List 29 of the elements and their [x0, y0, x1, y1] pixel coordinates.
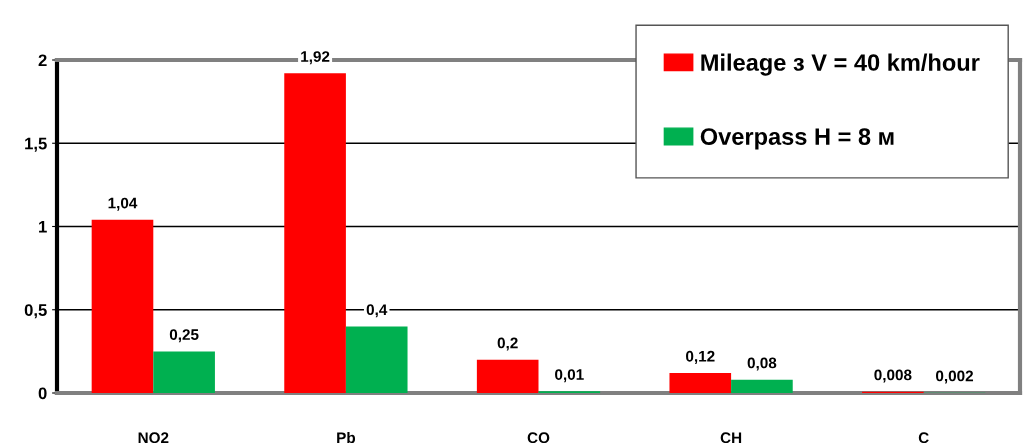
y-tick-label: 1,5: [25, 137, 47, 152]
x-tick-label: NO2: [138, 432, 169, 443]
data-label: 0,01: [555, 369, 584, 383]
data-label: 1,92: [301, 51, 330, 65]
x-tick-label: Pb: [337, 431, 356, 443]
data-label: 0,2: [497, 337, 518, 351]
data-label: 0,25: [169, 329, 199, 343]
data-label: 1,04: [108, 197, 138, 211]
y-tick-label: 0,5: [24, 304, 47, 319]
y-tick-label: 1: [39, 221, 47, 233]
bar: [91, 219, 154, 393]
data-label: 0,008: [874, 369, 912, 383]
y-tick-label: 2: [38, 54, 47, 67]
bar: [345, 326, 408, 393]
data-label: 0,4: [366, 304, 388, 318]
x-tick-label: CO: [527, 432, 550, 443]
data-label: 0,08: [747, 357, 777, 371]
legend-label: Overpass H = 8 м: [700, 128, 894, 150]
y-tick-label: 0: [38, 387, 47, 400]
bar: [476, 359, 539, 393]
bar: [669, 373, 732, 393]
data-label: 0,12: [686, 350, 715, 364]
x-tick-label: CH: [720, 432, 742, 443]
bar: [153, 351, 215, 393]
bar: [731, 379, 793, 393]
bar: [284, 73, 346, 393]
data-label: 0,002: [936, 370, 974, 384]
x-tick-label: C: [918, 432, 929, 443]
legend-label: Mileage з V = 40 km/hour: [701, 53, 980, 76]
